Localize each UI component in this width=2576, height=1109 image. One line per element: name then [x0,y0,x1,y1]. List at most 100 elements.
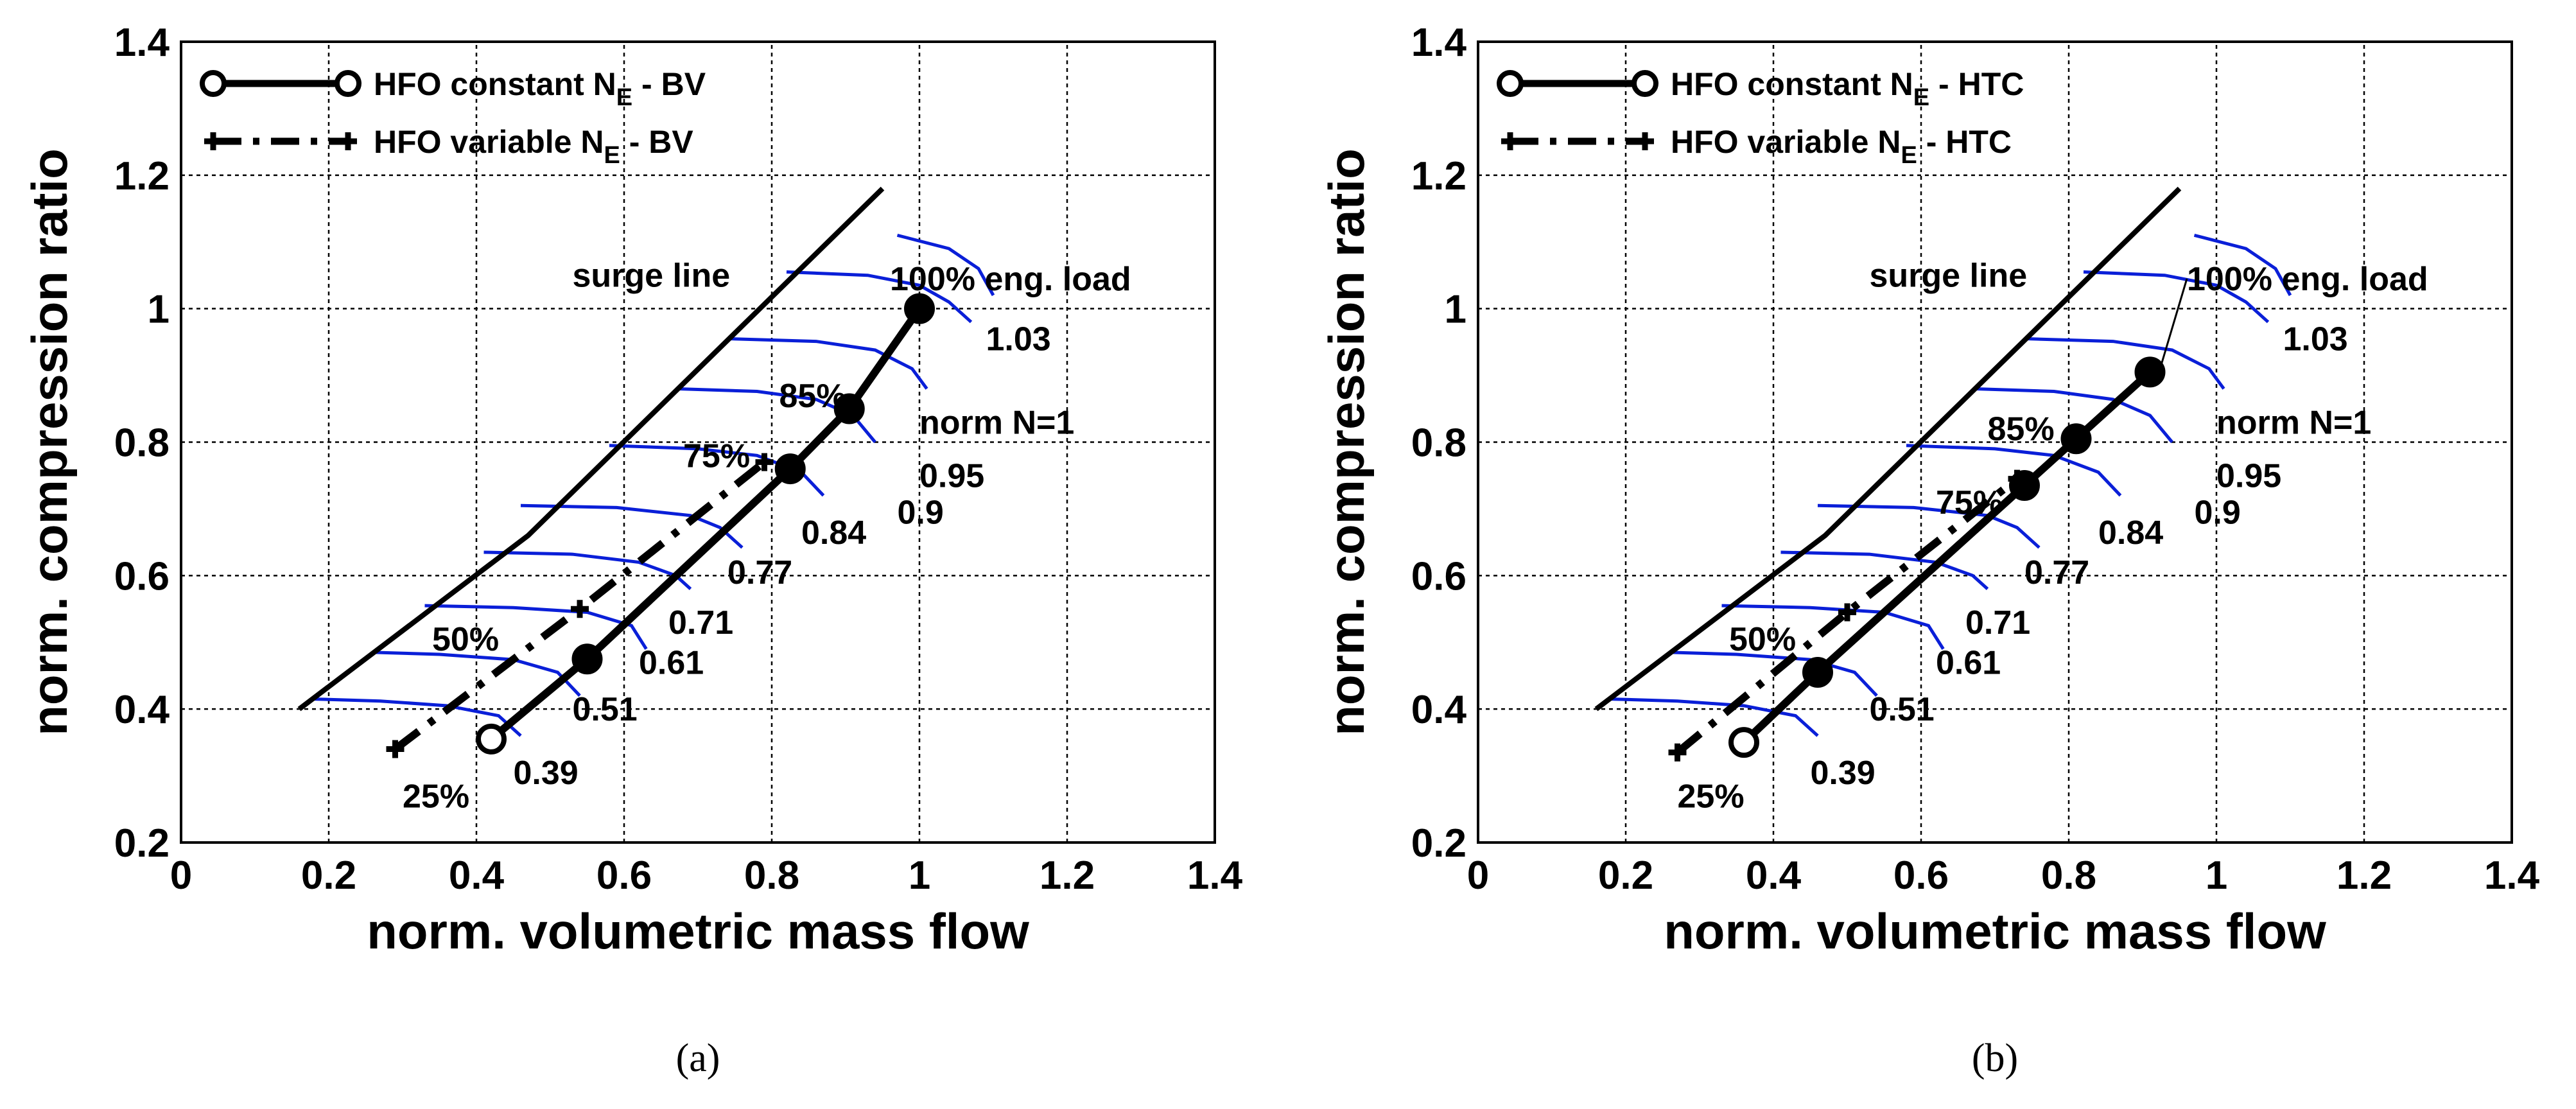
series-constant-point [774,453,806,485]
legend-label-subscript: E [1901,142,1917,169]
speed-line [1610,697,1819,737]
panel-caption: (b) [1972,1036,2018,1080]
series-constant-point [476,723,507,755]
series-constant-point [833,393,865,424]
series-variable-line [1675,475,2020,756]
annotation-label: 75% [683,437,750,475]
x-tick-label: 0 [170,853,192,898]
y-tick-label: 1.2 [1411,154,1466,198]
series-variable-point [1838,603,1856,622]
plot-frame [180,40,1216,844]
series-constant-point [571,643,603,675]
speed-line [520,503,744,549]
legend-label-subscript: E [616,84,632,111]
annotation-label: 0.61 [639,644,704,681]
annotation-label: surge line [573,258,731,295]
x-tick-label: 1 [2206,853,2227,898]
annotation-label: 0.9 [898,494,944,532]
x-tick-label: 1.4 [1187,853,1243,898]
y-tick-label: 0.8 [1411,421,1466,466]
x-axis-label: norm. volumetric mass flow [1664,903,2326,959]
y-tick-label: 1.2 [114,154,170,198]
legend-label-subscript: E [1913,84,1929,111]
series-constant-point [2134,356,2166,388]
annotation-label: 0.51 [1870,691,1935,728]
y-tick-label: 1.4 [114,21,170,65]
annotation-label: norm N=1 [919,404,1074,441]
y-tick-label: 0.4 [114,688,170,732]
annotation-leader-line [2160,278,2188,366]
legend-label-main: HFO constant N [1671,66,1913,102]
annotation-label: 0.51 [573,691,638,728]
series-variable-point [1668,743,1687,762]
annotation-label: 0.71 [668,604,733,642]
legend-label-suffix: - HTC [1929,66,2024,102]
speed-line [786,270,973,324]
y-tick-label: 1 [1445,288,1466,332]
y-tick-label: 0.8 [114,421,170,466]
speed-line [609,444,825,497]
annotation-label: 50% [1729,621,1796,658]
x-tick-label: 0.2 [1598,853,1653,898]
y-axis-label: norm. compression ratio [1318,148,1375,736]
series-constant-point [2060,423,2092,455]
x-tick-label: 1.4 [2484,853,2540,898]
series-variable-point [386,740,405,758]
annotation-label: 25% [1678,778,1745,815]
speed-line [1972,387,2173,444]
legend-label-subscript: E [604,142,620,169]
annotation-label: 100% eng. load [2187,261,2428,298]
panel-caption: (a) [676,1036,720,1080]
x-tick-label: 0.6 [1893,853,1949,898]
legend-label-suffix: - BV [620,124,694,160]
annotation-label: 0.77 [727,554,792,591]
annotation-label: 0.84 [2098,514,2163,552]
legend-label-main: HFO variable N [1671,124,1901,160]
series-constant-point [904,293,935,324]
annotation-label: 0.77 [2024,554,2089,591]
legend-label: HFO variable NE - BV [374,124,693,169]
speed-line [483,550,692,590]
speed-line [675,387,876,444]
y-tick-label: 0.2 [1411,821,1466,866]
x-tick-label: 0.2 [301,853,356,898]
y-tick-label: 0.2 [114,821,170,866]
x-tick-label: 0.6 [596,853,652,898]
legend-label-main: HFO constant N [374,66,616,102]
speed-line [2083,270,2270,324]
annotation-label: 25% [403,778,469,815]
speed-line [2024,336,2225,390]
legend-label: HFO variable NE - HTC [1671,124,2012,169]
legend-swatch-marker [1632,70,1658,97]
annotation-label: norm N=1 [2216,404,2371,441]
chart-panel-a: 0 0.2 0.4 0.6 0.8 1 1.2 1.40.20.40.60.811.21.4n… [21,21,1243,1080]
annotation-label: 0.9 [2195,494,2241,532]
x-tick-label: 0.8 [744,853,799,898]
legend-swatch-marker [1501,132,1519,150]
x-tick-label: 1.2 [2337,853,2392,898]
x-tick-label: 0 [1467,853,1489,898]
annotation-label: 85% [1988,411,2055,448]
annotation-label: 0.39 [514,755,579,792]
legend-label: HFO constant NE - BV [374,66,706,111]
annotation-label: 0.84 [801,514,866,552]
annotation-label: 0.61 [1936,644,2001,681]
annotation-label: 100% eng. load [890,261,1131,298]
legend-swatch-marker [200,70,227,97]
series-constant-point [2009,470,2040,502]
annotation-label: 85% [779,378,846,415]
annotation-label: 1.03 [2283,320,2348,358]
legend-label: HFO constant NE - HTC [1671,66,2024,111]
speed-line [424,604,648,650]
y-tick-label: 0.6 [1411,554,1466,598]
legend-swatch-marker [339,132,357,150]
series-variable-point [571,600,589,618]
annotation-label: surge line [1870,258,2028,295]
speed-line [896,233,995,297]
y-tick-label: 1 [148,288,170,332]
legend-swatch-marker [204,132,222,150]
x-tick-label: 1.2 [1040,853,1095,898]
legend-label-suffix: - HTC [1917,124,2012,160]
plot-frame [1477,40,2513,844]
